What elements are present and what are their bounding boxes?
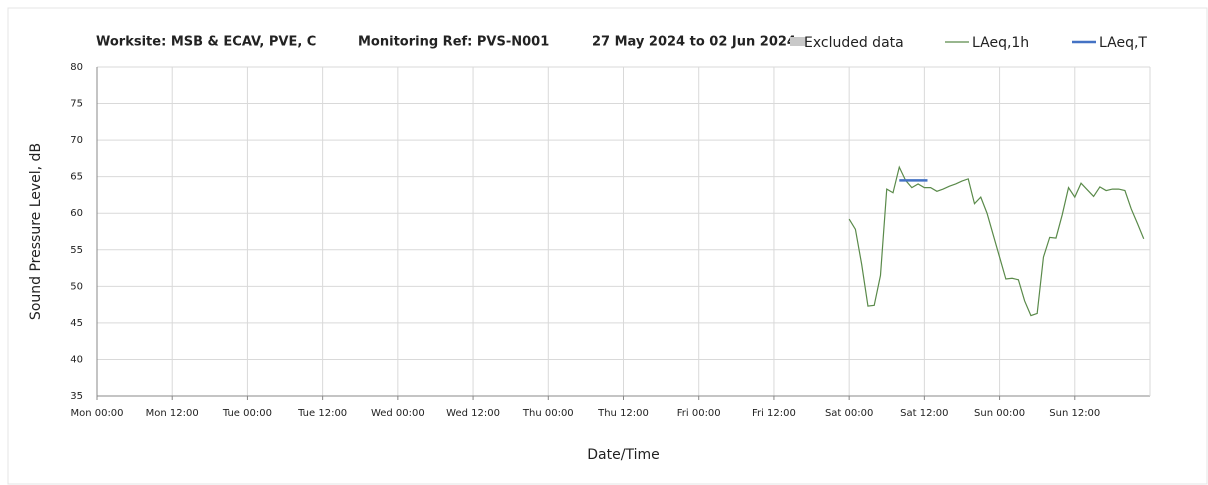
chart-frame xyxy=(7,7,1208,485)
y-tick-label: 70 xyxy=(70,135,83,146)
y-tick-label: 50 xyxy=(70,281,83,292)
y-tick-label: 35 xyxy=(70,391,83,402)
x-tick-label: Sat 12:00 xyxy=(900,408,948,419)
y-tick-label: 60 xyxy=(70,208,83,219)
x-tick-label: Thu 00:00 xyxy=(522,408,574,419)
x-tick-label: Fri 12:00 xyxy=(752,408,796,419)
chart-title: Monitoring Ref: PVS-N001 xyxy=(358,35,549,50)
x-tick-label: Fri 00:00 xyxy=(677,408,721,419)
chart-title: Worksite: MSB & ECAV, PVE, C xyxy=(96,35,316,50)
x-tick-label: Wed 12:00 xyxy=(446,408,500,419)
legend-label: LAeq,T xyxy=(1099,35,1147,51)
y-tick-label: 75 xyxy=(70,99,83,110)
x-tick-label: Sun 00:00 xyxy=(974,408,1025,419)
x-axis-label: Date/Time xyxy=(587,447,659,463)
x-tick-label: Mon 00:00 xyxy=(70,408,123,419)
y-tick-label: 55 xyxy=(70,245,83,256)
y-tick-label: 45 xyxy=(70,318,83,329)
y-tick-label: 40 xyxy=(70,354,83,365)
x-tick-label: Wed 00:00 xyxy=(371,408,425,419)
x-tick-label: Tue 12:00 xyxy=(297,408,347,419)
y-tick-label: 65 xyxy=(70,172,83,183)
legend-label: LAeq,1h xyxy=(972,35,1029,51)
y-axis-label: Sound Pressure Level, dB xyxy=(28,143,44,320)
x-tick-label: Mon 12:00 xyxy=(146,408,199,419)
legend-swatch xyxy=(790,37,806,46)
x-tick-label: Sun 12:00 xyxy=(1049,408,1100,419)
y-tick-label: 80 xyxy=(70,62,83,73)
x-tick-label: Tue 00:00 xyxy=(222,408,272,419)
legend-label: Excluded data xyxy=(804,35,904,51)
x-tick-label: Sat 00:00 xyxy=(825,408,873,419)
x-tick-label: Thu 12:00 xyxy=(597,408,649,419)
chart-title: 27 May 2024 to 02 Jun 2024 xyxy=(592,35,796,50)
series-line xyxy=(848,165,1145,317)
